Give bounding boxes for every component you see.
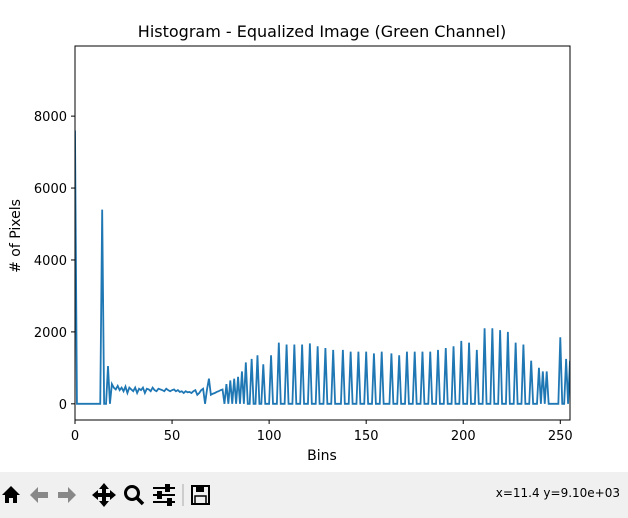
x-tick-label: 0	[71, 429, 79, 444]
y-axis-label: # of Pixels	[8, 199, 24, 273]
plot-frame	[74, 45, 571, 421]
configure-button[interactable]	[153, 484, 175, 506]
data-line	[75, 130, 570, 405]
y-tick-label: 4000	[34, 254, 67, 269]
zoom-button[interactable]	[124, 485, 140, 501]
zoom-handle	[135, 496, 145, 506]
x-axis-label: Bins	[307, 448, 337, 464]
toolbar: x=11.4 y=9.10e+03	[0, 472, 628, 518]
y-tick-label: 8000	[34, 110, 67, 125]
pan-button[interactable]	[92, 483, 116, 507]
x-tick-label: 250	[548, 429, 573, 444]
save-button[interactable]	[191, 485, 210, 505]
x-tick-label: 150	[354, 429, 379, 444]
forward-button[interactable]	[58, 487, 76, 503]
home-button[interactable]	[2, 486, 20, 503]
status-text: x=11.4 y=9.10e+03	[495, 486, 620, 500]
toolbar-icons	[2, 483, 210, 507]
back-button[interactable]	[30, 487, 48, 503]
y-tick-label: 2000	[34, 326, 67, 341]
chart-title: Histogram - Equalized Image (Green Chann…	[138, 22, 506, 41]
x-tick-label: 50	[164, 429, 181, 444]
x-tick-label: 200	[451, 429, 476, 444]
y-tick-label: 0	[59, 398, 67, 413]
x-tick-label: 100	[257, 429, 282, 444]
chart: Histogram - Equalized Image (Green Chann…	[8, 22, 573, 464]
y-tick-label: 6000	[34, 182, 67, 197]
